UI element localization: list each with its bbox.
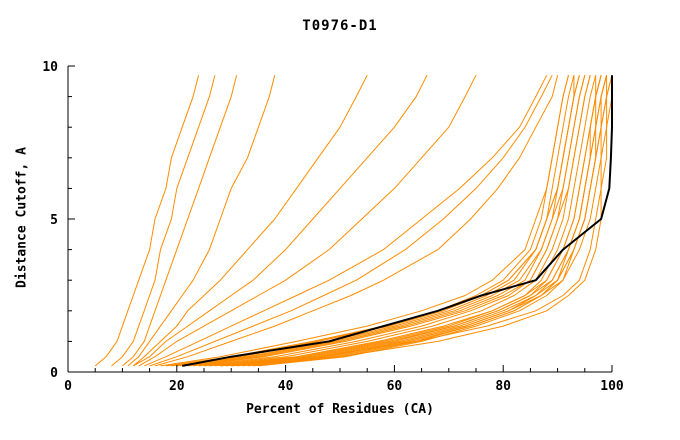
curve-30 <box>258 75 613 367</box>
curve-27 <box>160 75 569 367</box>
curve-26 <box>236 75 608 367</box>
curve-18 <box>231 75 602 367</box>
curve-11 <box>165 75 569 367</box>
y-tick-label: 0 <box>50 366 58 381</box>
curve-05 <box>132 74 368 367</box>
curve-07 <box>138 74 477 367</box>
x-axis-label: Percent of Residues (CA) <box>246 402 434 417</box>
chart-title: T0976-D1 <box>302 18 378 34</box>
y-axis-label: Distance Cutoff, A <box>14 147 30 288</box>
curve-04 <box>127 75 276 367</box>
x-tick-label: 80 <box>495 379 511 394</box>
curve-10 <box>154 75 559 367</box>
curve-09 <box>149 74 553 367</box>
curve-06 <box>133 74 428 367</box>
curve-29 <box>247 75 608 367</box>
curve-22 <box>182 75 586 367</box>
x-tick-label: 40 <box>278 379 294 394</box>
curve-24 <box>214 75 597 367</box>
curve-21 <box>176 75 580 367</box>
curve-32 <box>220 75 613 367</box>
curve-17 <box>220 75 602 367</box>
curve-03 <box>122 75 238 367</box>
curve-23 <box>193 75 591 367</box>
x-tick-label: 60 <box>387 379 403 394</box>
curve-13 <box>187 75 580 367</box>
curve-20 <box>252 75 608 367</box>
curve-08 <box>144 74 548 367</box>
curve-31 <box>231 75 613 367</box>
curve-black <box>182 75 613 367</box>
curve-14 <box>198 75 586 367</box>
y-tick-label: 10 <box>42 60 58 75</box>
curve-01 <box>94 75 200 367</box>
x-tick-label: 20 <box>169 379 185 394</box>
x-tick-label: 100 <box>600 379 624 394</box>
curve-28 <box>171 75 575 367</box>
y-tick-label: 5 <box>50 213 58 228</box>
curve-02 <box>111 75 216 367</box>
x-tick-label: 0 <box>64 379 72 394</box>
curve-25 <box>225 75 602 367</box>
